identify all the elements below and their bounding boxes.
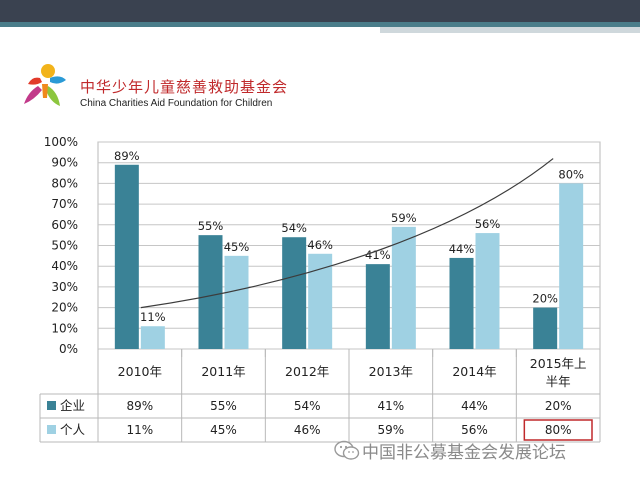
- y-tick-label: 50%: [51, 239, 78, 253]
- table-cell: 59%: [377, 423, 404, 437]
- legend-swatch: [47, 401, 56, 410]
- data-label: 89%: [114, 149, 140, 163]
- data-label: 59%: [391, 211, 417, 225]
- y-tick-label: 90%: [51, 156, 78, 170]
- table-cell: 80%: [545, 423, 572, 437]
- legend-label: 企业: [60, 398, 85, 413]
- legend-label: 个人: [60, 422, 86, 437]
- data-label: 41%: [365, 248, 391, 262]
- bar-corporate: [533, 307, 558, 349]
- organization-name-en: China Charities Aid Foundation for Child…: [80, 98, 273, 109]
- bar-individual: [224, 255, 249, 349]
- y-tick-label: 20%: [51, 301, 78, 315]
- table-cell: 54%: [294, 399, 321, 413]
- bar-individual: [140, 326, 165, 349]
- y-tick-label: 100%: [44, 135, 78, 149]
- table-cell: 44%: [461, 399, 488, 413]
- bar-corporate: [449, 257, 474, 349]
- header-band: [0, 0, 640, 33]
- wechat-icon: [334, 440, 360, 460]
- x-tick-label: 2011年: [201, 364, 245, 379]
- watermark-text: 中国非公募基金会发展论坛: [362, 443, 566, 463]
- header-band-light: [380, 27, 640, 33]
- x-tick-label: 2012年: [285, 364, 329, 379]
- table-cell: 55%: [210, 399, 237, 413]
- table-cell: 89%: [126, 399, 153, 413]
- x-tick-label: 2013年: [369, 364, 413, 379]
- data-label: 20%: [532, 292, 558, 306]
- table-cell: 45%: [210, 423, 237, 437]
- data-label: 56%: [475, 217, 501, 231]
- header-band-teal: [0, 22, 640, 27]
- x-tick-label: 2014年: [452, 364, 496, 379]
- data-label: 11%: [140, 310, 166, 324]
- x-tick-label-line: 2015年上: [530, 356, 587, 371]
- x-tick-label: 2015年上半年: [530, 356, 587, 389]
- data-label: 55%: [198, 219, 224, 233]
- data-label: 80%: [558, 167, 584, 181]
- y-tick-label: 70%: [51, 197, 78, 211]
- x-tick-label-line: 半年: [546, 374, 571, 389]
- table-cell: 20%: [545, 399, 572, 413]
- table-cell: 41%: [377, 399, 404, 413]
- organization-name-cn: 中华少年儿童慈善救助基金会: [80, 78, 289, 96]
- y-tick-label: 0%: [59, 342, 78, 356]
- bar-individual: [391, 226, 416, 349]
- data-label: 46%: [307, 238, 333, 252]
- y-tick-label: 30%: [51, 280, 78, 294]
- x-tick-label: 2010年: [118, 364, 162, 379]
- table-cell: 46%: [294, 423, 321, 437]
- y-tick-label: 10%: [51, 321, 78, 335]
- highlight-box: [523, 419, 593, 441]
- legend-swatch: [47, 425, 56, 434]
- table-cell: 56%: [461, 423, 488, 437]
- bar-corporate: [114, 164, 139, 349]
- bar-corporate: [365, 264, 390, 349]
- data-label: 44%: [449, 242, 475, 256]
- y-tick-label: 80%: [51, 176, 78, 190]
- bar-individual: [308, 253, 333, 349]
- bar-individual: [475, 233, 500, 349]
- data-label: 54%: [281, 221, 307, 235]
- y-tick-label: 60%: [51, 218, 78, 232]
- bar-individual: [559, 183, 584, 349]
- y-tick-label: 40%: [51, 259, 78, 273]
- bar-corporate: [198, 235, 223, 349]
- data-label: 45%: [224, 240, 250, 254]
- table-cell: 11%: [126, 423, 153, 437]
- foundation-logo-icon: [24, 64, 66, 106]
- header-band-dark: [0, 0, 640, 22]
- trend-line: [140, 158, 554, 309]
- bar-corporate: [282, 237, 307, 349]
